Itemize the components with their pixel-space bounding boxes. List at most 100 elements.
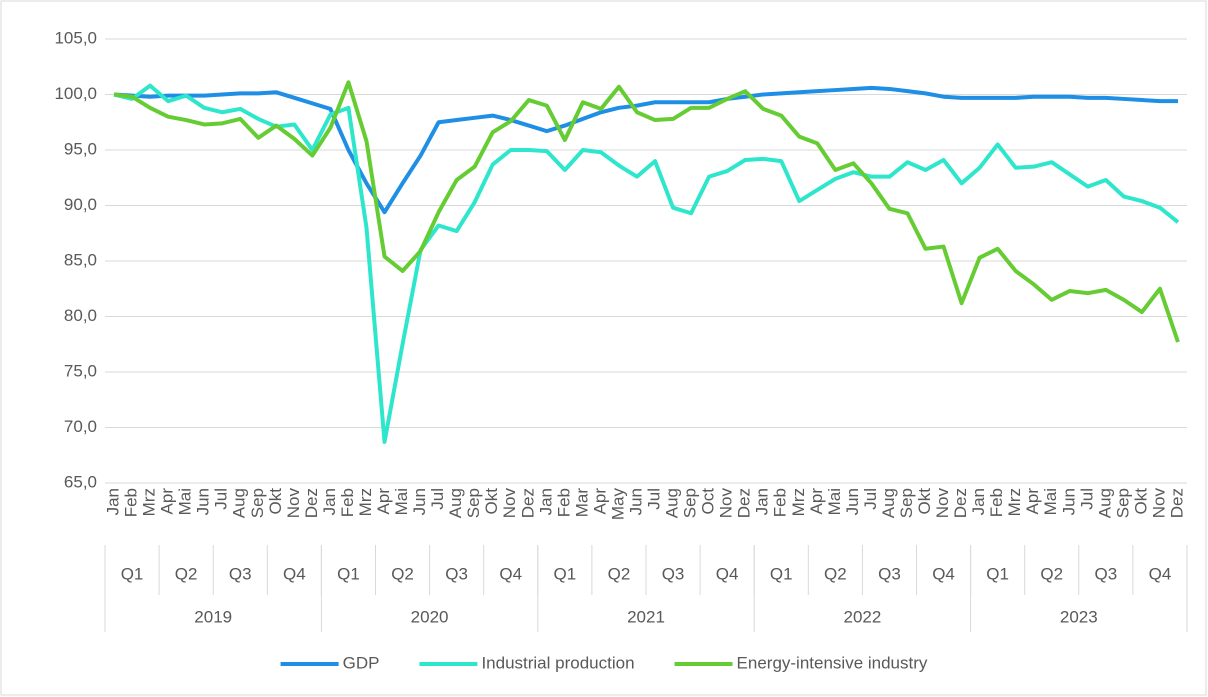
x-tick-label: Nov [717, 488, 736, 519]
x-tick-label: Mar [572, 488, 591, 518]
x-tick-label: May [608, 488, 627, 521]
quarter-label: Q3 [229, 564, 252, 583]
quarter-label: Q1 [554, 564, 577, 583]
quarter-label: Q2 [391, 564, 414, 583]
quarter-label: Q1 [986, 564, 1009, 583]
y-tick-label: 75,0 [64, 361, 97, 380]
x-tick-label: Jun [410, 488, 429, 515]
quarter-label: Q3 [445, 564, 468, 583]
x-tick-label: Jul [212, 488, 231, 510]
y-tick-label: 90,0 [64, 195, 97, 214]
quarter-label: Q1 [121, 564, 144, 583]
x-tick-label: Mai [176, 488, 195, 515]
x-tick-label: Mrz [789, 488, 808, 516]
x-tick-label: Dez [1167, 488, 1186, 518]
x-tick-label: Sep [681, 488, 700, 518]
y-tick-label: 85,0 [64, 250, 97, 269]
x-tick-label: Nov [1149, 488, 1168, 519]
y-tick-label: 65,0 [64, 472, 97, 491]
quarter-label: Q1 [770, 564, 793, 583]
quarter-label: Q2 [175, 564, 198, 583]
x-tick-label: Dez [518, 488, 537, 518]
quarter-label: Q1 [337, 564, 360, 583]
x-tick-label: Jun [1059, 488, 1078, 515]
year-label: 2020 [411, 607, 449, 626]
x-tick-label: Dez [951, 488, 970, 518]
x-tick-label: Jun [843, 488, 862, 515]
x-tick-label: Jul [645, 488, 664, 510]
legend-label: GDP [343, 653, 380, 672]
y-tick-label: 105,0 [54, 28, 97, 47]
x-tick-label: Jul [861, 488, 880, 510]
x-tick-label: Apr [590, 488, 609, 515]
x-tick-label: Jun [626, 488, 645, 515]
x-tick-label: Oct [699, 488, 718, 515]
x-tick-label: Apr [1023, 488, 1042, 515]
year-label: 2022 [843, 607, 881, 626]
x-tick-label: Mrz [140, 488, 159, 516]
x-tick-label: Jul [1077, 488, 1096, 510]
quarter-label: Q4 [283, 564, 306, 583]
x-tick-label: Mrz [356, 488, 375, 516]
x-tick-label: Feb [771, 488, 790, 517]
x-tick-label: Jan [536, 488, 555, 515]
year-label: 2023 [1060, 607, 1098, 626]
x-tick-label: Okt [915, 488, 934, 515]
quarter-label: Q4 [1149, 564, 1172, 583]
legend-label: Industrial production [481, 653, 634, 672]
x-tick-label: Nov [500, 488, 519, 519]
x-tick-label: Jun [194, 488, 213, 515]
x-tick-label: Nov [284, 488, 303, 519]
year-label: 2021 [627, 607, 665, 626]
x-tick-label: Aug [230, 488, 249, 518]
series-line [113, 80, 1180, 343]
legend-label: Energy-intensive industry [737, 653, 928, 672]
x-tick-label: Jan [320, 488, 339, 515]
quarter-label: Q4 [716, 564, 739, 583]
quarter-label: Q3 [662, 564, 685, 583]
series-line [113, 83, 1180, 444]
x-tick-label: Okt [266, 488, 285, 515]
y-tick-label: 95,0 [64, 139, 97, 158]
x-tick-label: Aug [446, 488, 465, 518]
x-tick-label: Apr [374, 488, 393, 515]
x-tick-label: Okt [482, 488, 501, 515]
quarter-label: Q2 [824, 564, 847, 583]
x-tick-label: Sep [1113, 488, 1132, 518]
x-tick-label: Dez [735, 488, 754, 518]
year-label: 2019 [194, 607, 232, 626]
quarter-label: Q2 [608, 564, 631, 583]
x-tick-label: Okt [1131, 488, 1150, 515]
x-tick-label: Jan [969, 488, 988, 515]
x-tick-label: Feb [122, 488, 141, 517]
x-tick-label: Sep [897, 488, 916, 518]
x-tick-label: Aug [879, 488, 898, 518]
x-tick-label: Sep [248, 488, 267, 518]
x-tick-label: Feb [554, 488, 573, 517]
x-tick-label: Sep [464, 488, 483, 518]
y-tick-label: 70,0 [64, 417, 97, 436]
x-tick-label: Feb [338, 488, 357, 517]
quarter-label: Q3 [878, 564, 901, 583]
x-tick-label: Mai [825, 488, 844, 515]
series-line [113, 85, 1178, 215]
x-tick-label: Feb [987, 488, 1006, 517]
x-tick-label: Mrz [1005, 488, 1024, 516]
x-tick-label: Jan [104, 488, 123, 515]
x-tick-label: Mai [1041, 488, 1060, 515]
x-tick-label: Apr [158, 488, 177, 515]
x-tick-label: Jul [428, 488, 447, 510]
x-tick-label: Jan [753, 488, 772, 515]
x-tick-label: Mai [392, 488, 411, 515]
quarter-label: Q4 [499, 564, 522, 583]
quarter-label: Q3 [1095, 564, 1118, 583]
x-tick-label: Aug [1095, 488, 1114, 518]
y-tick-label: 80,0 [64, 306, 97, 325]
x-tick-label: Dez [302, 488, 321, 518]
x-tick-label: Aug [663, 488, 682, 518]
x-tick-label: Nov [933, 488, 952, 519]
y-tick-label: 100,0 [54, 84, 97, 103]
quarter-label: Q4 [932, 564, 955, 583]
